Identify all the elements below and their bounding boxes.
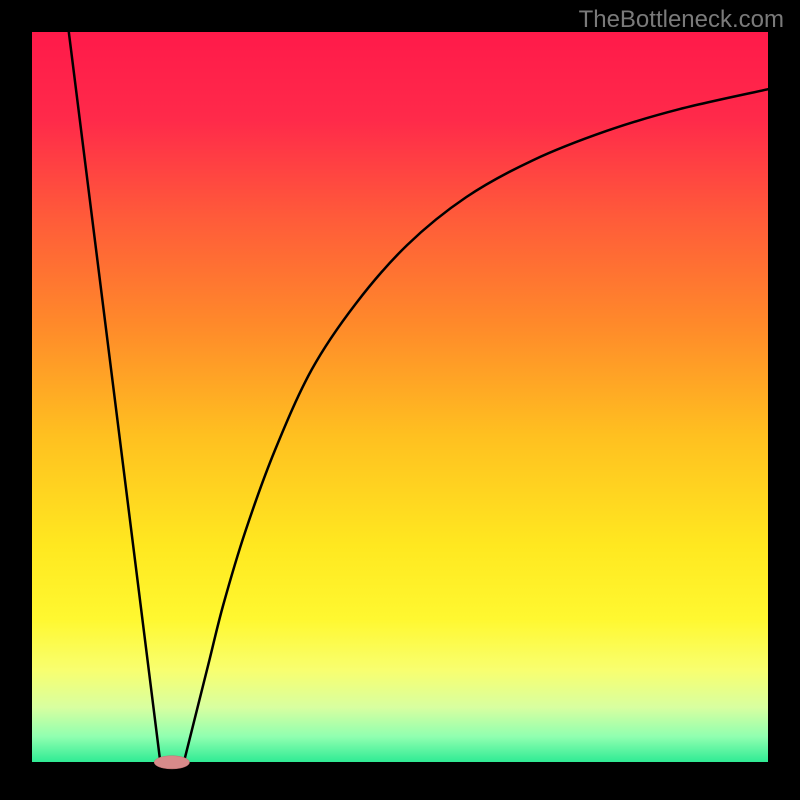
- optimal-marker: [154, 756, 189, 769]
- x-axis-bar: [32, 762, 768, 766]
- chart-background: [32, 32, 768, 766]
- watermark-text: TheBottleneck.com: [579, 6, 784, 34]
- bottleneck-chart: TheBottleneck.com: [0, 0, 800, 800]
- chart-svg: [0, 0, 800, 800]
